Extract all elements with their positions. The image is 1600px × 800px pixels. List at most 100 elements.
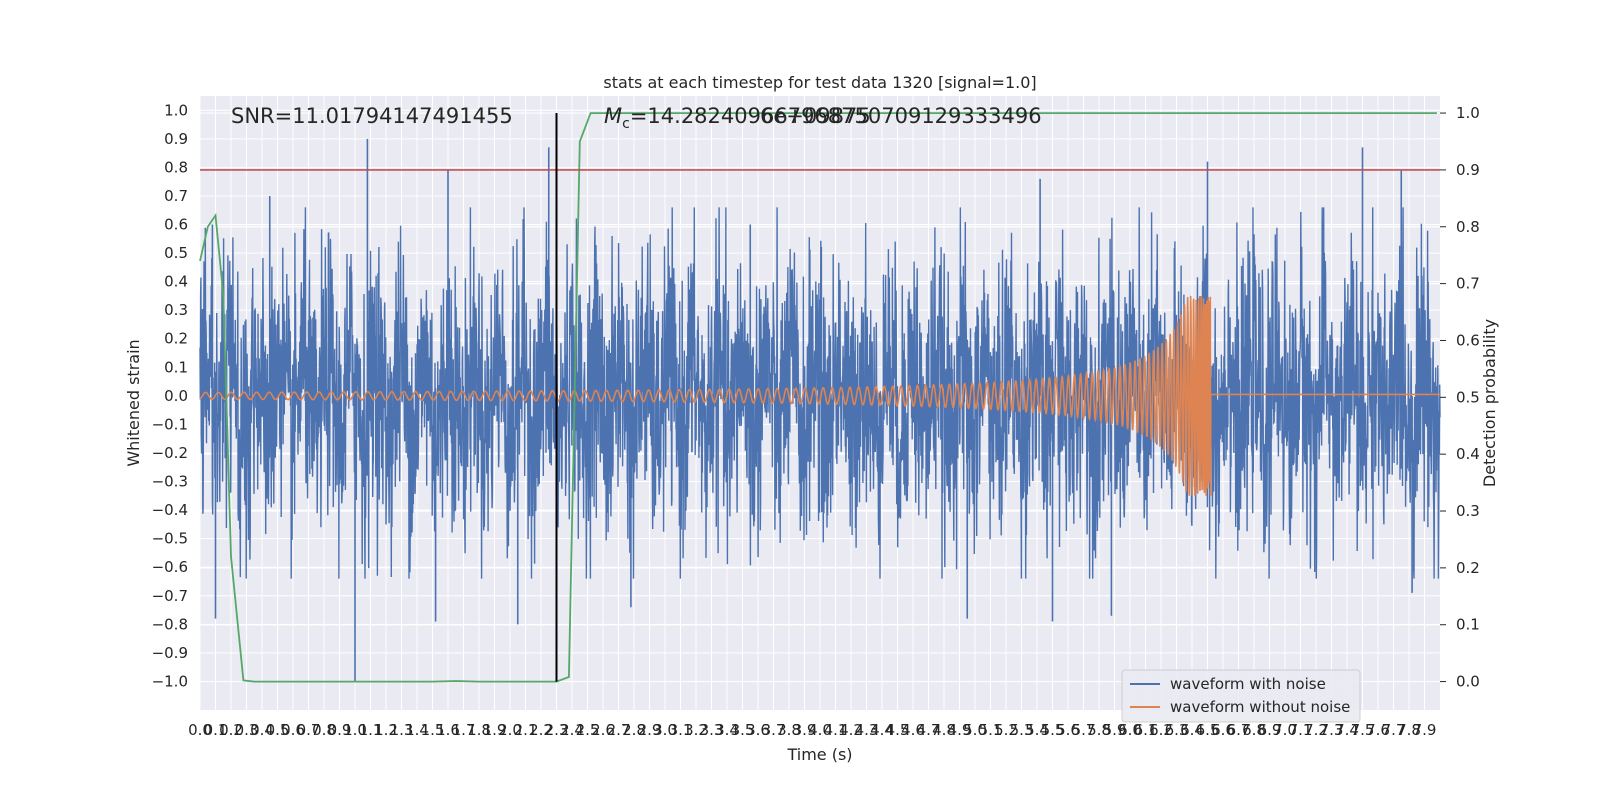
y-tick-label-left: 0.1 (164, 358, 188, 376)
x-tick-label: 1.7 (452, 721, 476, 739)
y-tick-label-left: 0.4 (164, 273, 188, 291)
y-tick-label-right: 0.7 (1456, 275, 1480, 293)
x-tick-label: 7.1 (1289, 721, 1313, 739)
x-tick-label: 0.6 (281, 721, 305, 739)
x-axis-ticks: 0.00.10.20.30.40.50.60.70.80.91.01.11.21… (188, 721, 1436, 739)
y-tick-label-right: 0.8 (1456, 218, 1480, 236)
y-axis-label-right: Detection probability (1480, 319, 1499, 487)
x-tick-label: 2.0 (498, 721, 522, 739)
x-tick-label: 0.0 (188, 721, 212, 739)
x-tick-label: 3.9 (793, 721, 817, 739)
y-tick-label-right: 0.1 (1456, 616, 1480, 634)
x-tick-label: 7.4 (1335, 721, 1359, 739)
x-tick-label: 0.2 (219, 721, 243, 739)
x-tick-label: 7.8 (1397, 721, 1421, 739)
mc-annotation: Mc=14.282409667968750709129333496 (604, 104, 1042, 132)
x-tick-label: 1.6 (436, 721, 460, 739)
series-detection-probability (199, 112, 1437, 683)
x-tick-label: 3.8 (777, 721, 801, 739)
y-tick-label-right: 0.9 (1456, 161, 1480, 179)
x-tick-label: 1.4 (405, 721, 429, 739)
y-tick-label-left: 0.6 (164, 216, 188, 234)
y-tick-label-left: 0.8 (164, 158, 188, 176)
y-tick-label-left: 0.5 (164, 244, 188, 262)
x-tick-label: 2.2 (529, 721, 553, 739)
x-tick-label: 5.4 (1025, 721, 1049, 739)
x-tick-label: 5.8 (1087, 721, 1111, 739)
x-tick-label: 0.7 (297, 721, 321, 739)
x-tick-label: 6.0 (1118, 721, 1142, 739)
y-tick-label-left: −0.7 (152, 587, 188, 605)
snr-annotation: SNR=11.01794147491455 (231, 104, 513, 128)
x-tick-label: 0.3 (235, 721, 259, 739)
x-tick-label: 2.3 (545, 721, 569, 739)
x-tick-label: 4.9 (948, 721, 972, 739)
mc-subscript: c (622, 116, 630, 132)
y-tick-label-right: 0.2 (1456, 559, 1480, 577)
y-tick-label-left: −0.9 (152, 644, 188, 662)
x-tick-label: 3.3 (700, 721, 724, 739)
x-tick-label: 3.4 (715, 721, 739, 739)
x-tick-label: 3.5 (731, 721, 755, 739)
y-tick-label-left: −0.6 (152, 558, 188, 576)
y-tick-label-left: −0.8 (152, 615, 188, 633)
x-tick-label: 3.2 (684, 721, 708, 739)
y-tick-label-right: 0.6 (1456, 331, 1480, 349)
x-tick-label: 3.7 (762, 721, 786, 739)
legend-label-waveform-with-noise: waveform with noise (1170, 675, 1326, 693)
x-tick-label: 4.4 (870, 721, 894, 739)
y-tick-label-left: −0.2 (152, 444, 188, 462)
y-tick-label-left: 0.7 (164, 187, 188, 205)
x-tick-label: 2.7 (607, 721, 631, 739)
x-tick-label: 1.1 (359, 721, 383, 739)
x-tick-label: 7.3 (1320, 721, 1344, 739)
y-tick-label-left: 0.2 (164, 330, 188, 348)
x-tick-label: 7.9 (1413, 721, 1437, 739)
x-tick-label: 6.3 (1165, 721, 1189, 739)
x-tick-label: 6.7 (1227, 721, 1251, 739)
x-tick-label: 6.4 (1180, 721, 1204, 739)
y-tick-label-right: 0.3 (1456, 502, 1480, 520)
x-tick-label: 6.9 (1258, 721, 1282, 739)
x-tick-label: 1.5 (421, 721, 445, 739)
overlays (200, 113, 1440, 682)
x-tick-label: 4.5 (886, 721, 910, 739)
x-tick-label: 7.2 (1304, 721, 1328, 739)
x-tick-label: 6.2 (1149, 721, 1173, 739)
x-tick-label: 3.0 (653, 721, 677, 739)
x-tick-label: 6.6 (1211, 721, 1235, 739)
x-tick-label: 2.5 (576, 721, 600, 739)
x-tick-label: 4.7 (917, 721, 941, 739)
y-tick-label-right: 0.0 (1456, 673, 1480, 691)
y-axis-label-left: Whitened strain (124, 339, 143, 466)
x-tick-label: 0.8 (312, 721, 336, 739)
x-tick-label: 7.7 (1382, 721, 1406, 739)
x-tick-label: 7.0 (1273, 721, 1297, 739)
legend-label-waveform-without-noise: waveform without noise (1170, 698, 1350, 716)
legend-box (1121, 669, 1361, 723)
x-tick-label: 0.1 (204, 721, 228, 739)
x-tick-label: 4.0 (808, 721, 832, 739)
waveform-with-noise-line (199, 207, 1441, 579)
chart-title: stats at each timestep for test data 132… (603, 73, 1036, 92)
x-tick-label: 1.8 (467, 721, 491, 739)
y-tick-label-left: 0.9 (164, 130, 188, 148)
x-tick-label: 1.2 (374, 721, 398, 739)
x-tick-label: 2.8 (622, 721, 646, 739)
detection-probability-line (199, 112, 1437, 683)
y-tick-label-left: 0.3 (164, 301, 188, 319)
x-tick-label: 0.9 (328, 721, 352, 739)
x-tick-label: 2.4 (560, 721, 584, 739)
x-tick-label: 5.5 (1041, 721, 1065, 739)
x-tick-label: 4.6 (901, 721, 925, 739)
mc-value: =14.282409667968750709129333496 (630, 104, 1042, 128)
x-tick-label: 6.1 (1134, 721, 1158, 739)
x-tick-label: 7.6 (1366, 721, 1390, 739)
y-tick-label-right: 0.5 (1456, 388, 1480, 406)
y-tick-label-left: −0.1 (152, 415, 188, 433)
x-tick-label: 4.8 (932, 721, 956, 739)
x-tick-label: 2.1 (514, 721, 538, 739)
y-tick-label-right: 0.4 (1456, 445, 1480, 463)
x-tick-label: 4.2 (839, 721, 863, 739)
x-tick-label: 5.1 (979, 721, 1003, 739)
